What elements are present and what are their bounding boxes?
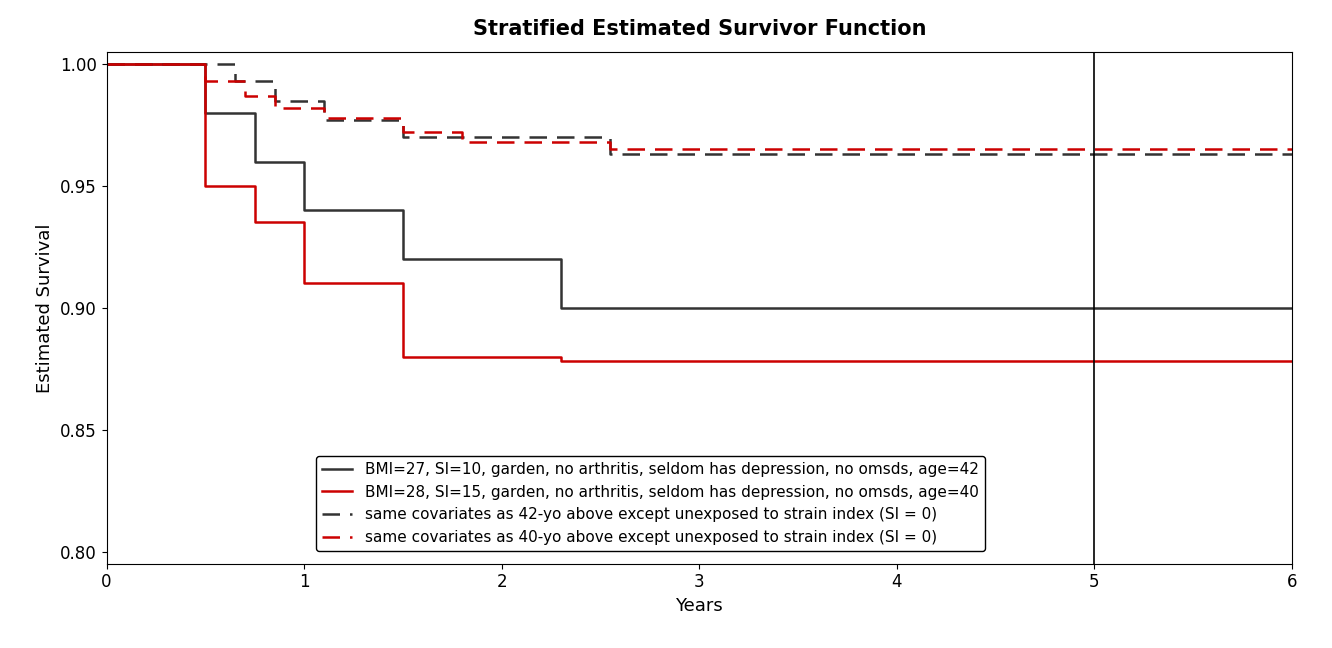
Y-axis label: Estimated Survival: Estimated Survival [36, 223, 55, 393]
Legend: BMI=27, SI=10, garden, no arthritis, seldom has depression, no omsds, age=42, BM: BMI=27, SI=10, garden, no arthritis, sel… [316, 456, 984, 551]
X-axis label: Years: Years [675, 597, 723, 615]
Title: Stratified Estimated Survivor Function: Stratified Estimated Survivor Function [473, 19, 926, 39]
